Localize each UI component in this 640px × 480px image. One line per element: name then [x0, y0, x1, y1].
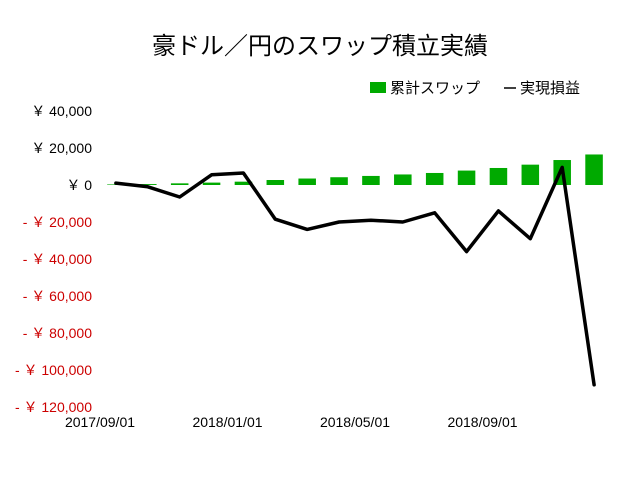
y-tick-label: - ￥ 20,000 — [23, 214, 92, 230]
x-tick-label: 2018/05/01 — [320, 414, 390, 430]
swap-bar — [330, 177, 348, 185]
swap-bar — [266, 180, 285, 185]
x-tick-label: 2018/09/01 — [447, 414, 517, 430]
swap-bar — [170, 183, 189, 185]
y-tick-label: - ￥ 60,000 — [23, 288, 92, 304]
pnl-line — [114, 165, 596, 387]
chart-title: 豪ドル／円のスワップ積立実績 — [152, 33, 488, 60]
swap-bar — [425, 172, 444, 185]
swap-bar — [521, 164, 540, 185]
y-tick-label: ￥ 40,000 — [31, 103, 92, 119]
y-tick-label: - ￥ 120,000 — [15, 399, 92, 415]
swap-bar — [394, 174, 412, 185]
y-tick-label: - ￥ 100,000 — [15, 362, 92, 378]
swap-bar — [234, 181, 253, 185]
x-tick-label: 2017/09/01 — [65, 414, 135, 430]
legend-swatch-swap — [370, 82, 386, 93]
y-tick-label: ￥ 20,000 — [31, 140, 92, 156]
swap-bar — [489, 167, 508, 185]
swap-bar — [202, 182, 221, 185]
legend-label-swap: 累計スワップ — [390, 80, 480, 97]
legend-label-pnl: 実現損益 — [520, 80, 580, 97]
y-tick-label: - ￥ 40,000 — [23, 251, 92, 267]
x-tick-label: 2018/01/01 — [192, 414, 262, 430]
swap-bar — [139, 184, 157, 185]
swap-bar — [457, 170, 476, 185]
swap-bar — [298, 178, 316, 185]
swap-bar — [585, 154, 603, 185]
swap-bar — [362, 175, 380, 185]
y-tick-label: ￥ 0 — [66, 177, 92, 193]
y-tick-label: - ￥ 80,000 — [23, 325, 92, 341]
